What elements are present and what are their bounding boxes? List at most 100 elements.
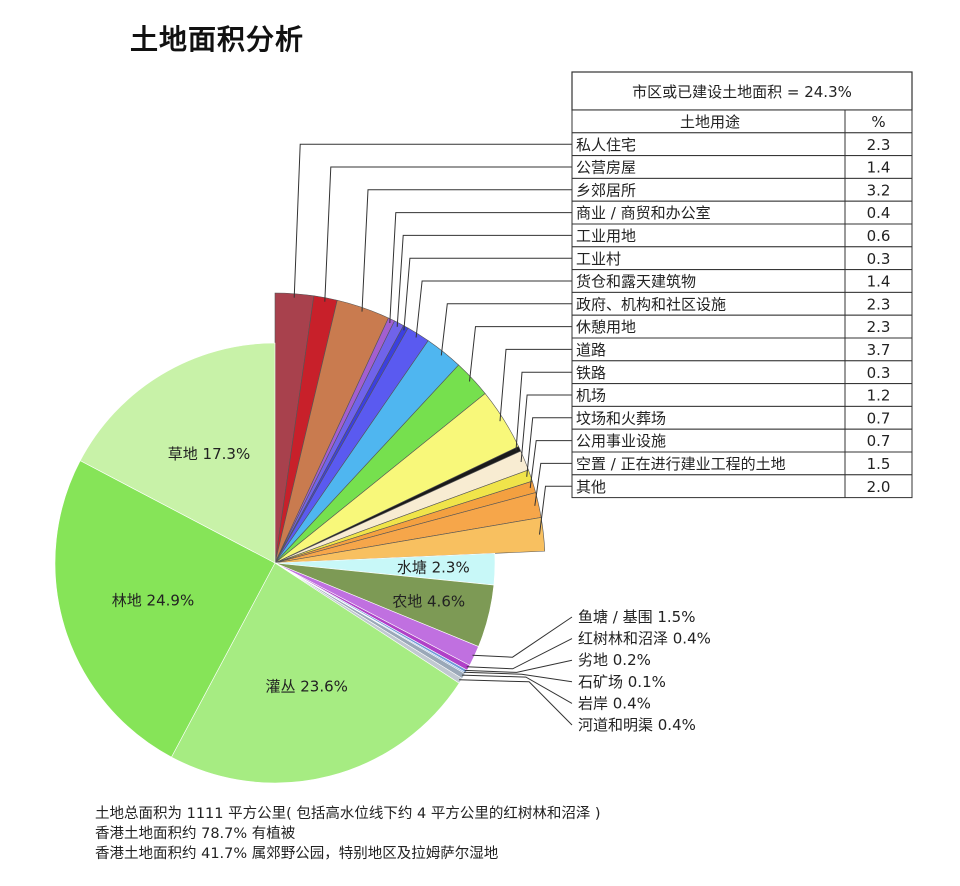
table-row-13: 坟场和火葬场 0.7 — [571, 405, 913, 430]
table-row-value: 0.7 — [867, 409, 891, 427]
note-country-park: 香港土地面积约 41.7% 属郊野公园，特别地区及拉姆萨尔湿地 — [95, 846, 499, 862]
small-slice-label-6: 河道和明渠 0.4% — [578, 716, 696, 734]
slice-label-main-1: 水塘 2.3% — [397, 559, 470, 577]
table-col-use: 土地用途 — [680, 113, 740, 131]
leader-line-16 — [539, 485, 572, 535]
table-row-value: 0.7 — [867, 432, 891, 450]
small-leader-2 — [466, 638, 573, 670]
leader-line-11 — [515, 371, 572, 451]
note-vegetation: 香港土地面积约 78.7% 有植被 — [95, 826, 296, 842]
table-row-5: 工业用地 0.6 — [571, 223, 913, 248]
small-slice-labels: 鱼塘 / 基围 1.5% 红树林和沼泽 0.4% 劣地 0.2% 石矿场 0.1% 岩岸… — [459, 608, 711, 734]
pie-slices — [54, 292, 546, 784]
table-row-2: 公营房屋 1.4 — [571, 155, 913, 179]
table-row-14: 公用事业设施 0.7 — [571, 428, 913, 453]
table-col-pct: % — [871, 113, 885, 131]
slice-labels: 水塘 2.3% 农地 4.6% 灌丛 23.6% 林地 24.9% 草地 17.3% — [112, 445, 470, 696]
table-col-header-row — [571, 109, 913, 134]
slice-veg-3 — [79, 342, 276, 564]
table-row-4: 商业 / 商贸和办公室 0.4 — [571, 200, 913, 225]
slice-label-veg-1: 灌丛 23.6% — [265, 678, 347, 696]
table-row-label: 铁路 — [576, 364, 606, 382]
table-row-label: 工业用地 — [576, 227, 636, 245]
leader-line-1 — [293, 143, 572, 298]
table-row-label: 乡郊居所 — [576, 181, 636, 199]
small-slice-label-1: 鱼塘 / 基围 1.5% — [578, 608, 695, 626]
note-total-area: 土地总面积为 1111 平方公里( 包括高水位线下约 4 平方公里的红树林和沼泽… — [95, 806, 601, 822]
table-row-value: 0.3 — [867, 364, 891, 382]
leader-line-10 — [499, 348, 572, 422]
table-header-title: 市区或已建设土地面积 = 24.3% — [632, 83, 852, 101]
leader-line-3 — [361, 189, 572, 312]
table-row-label: 工业村 — [576, 250, 621, 268]
table-row-label: 政府、机构和社区设施 — [576, 295, 726, 313]
table-row-value: 3.2 — [867, 181, 891, 199]
table-row-10: 道路 3.7 — [571, 337, 913, 362]
table-row-label: 公用事业设施 — [576, 432, 666, 450]
table-row-label: 商业 / 商贸和办公室 — [576, 204, 711, 222]
table-row-label: 私人住宅 — [576, 136, 636, 154]
table-row-12: 机场 1.2 — [571, 383, 913, 407]
table-row-value: 2.3 — [867, 136, 891, 154]
leader-line-15 — [534, 462, 572, 506]
table-row-15: 空置 / 正在进行建业工程的土地 1.5 — [571, 451, 913, 476]
leader-line-9 — [469, 326, 572, 382]
table-row-1: 私人住宅 2.3 — [571, 132, 913, 157]
table-row-3: 乡郊居所 3.2 — [571, 177, 913, 202]
table-row-value: 1.5 — [867, 455, 891, 473]
table-row-label: 道路 — [576, 341, 606, 359]
leader-line-12 — [520, 394, 572, 463]
small-leader-5 — [461, 674, 573, 704]
small-leader-6 — [459, 679, 573, 726]
table-row-16: 其他 2.0 — [571, 474, 913, 499]
small-slice-label-5: 岩岸 0.4% — [578, 694, 651, 712]
slice-label-veg-3: 草地 17.3% — [168, 445, 250, 463]
table-row-value: 2.0 — [867, 478, 891, 496]
small-leader-3 — [464, 659, 573, 673]
small-leader-4 — [463, 671, 573, 683]
leader-line-6 — [403, 257, 572, 331]
table-row-11: 铁路 0.3 — [571, 360, 913, 385]
page-title: 土地面积分析 — [130, 23, 305, 56]
leader-line-14 — [529, 440, 572, 489]
small-slice-label-3: 劣地 0.2% — [578, 651, 651, 669]
slice-veg-1 — [171, 562, 460, 784]
leader-line-2 — [324, 166, 572, 302]
slice-label-main-2: 农地 4.6% — [392, 592, 465, 610]
small-slice-label-2: 红树林和沼泽 0.4% — [578, 630, 711, 648]
table-row-label: 休憩用地 — [576, 318, 636, 336]
table-header-box — [571, 71, 913, 111]
table-row-value: 0.3 — [867, 250, 891, 268]
table-row-value: 0.4 — [867, 204, 891, 222]
table-row-9: 休憩用地 2.3 — [571, 314, 913, 339]
table-row-6: 工业村 0.3 — [571, 246, 913, 271]
table-row-label: 货仓和露天建筑物 — [576, 273, 696, 291]
slice-16 — [274, 517, 546, 564]
leader-lines — [293, 143, 572, 535]
leader-line-8 — [440, 303, 572, 356]
table-row-value: 2.3 — [867, 318, 891, 336]
small-slice-label-4: 石矿场 0.1% — [578, 673, 666, 691]
slice-veg-2 — [54, 460, 276, 758]
table-row-label: 公营房屋 — [576, 159, 636, 177]
table-row-value: 1.4 — [867, 159, 891, 177]
slice-label-veg-2: 林地 24.9% — [112, 592, 194, 610]
table-row-value: 3.7 — [867, 341, 891, 359]
table-row-label: 空置 / 正在进行建业工程的土地 — [576, 455, 786, 473]
table-row-value: 2.3 — [867, 295, 891, 313]
table-row-value: 1.2 — [867, 387, 891, 405]
leader-line-5 — [396, 234, 572, 327]
table-row-label: 其他 — [576, 478, 606, 496]
table-row-8: 政府、机构和社区设施 2.3 — [571, 291, 913, 316]
leader-line-13 — [526, 417, 572, 477]
leader-line-4 — [389, 212, 572, 324]
leader-line-7 — [415, 280, 572, 338]
small-leader-1 — [472, 616, 573, 658]
table-row-value: 0.6 — [867, 227, 891, 245]
footnotes: 土地总面积为 1111 平方公里( 包括高水位线下约 4 平方公里的红树林和沼泽… — [95, 804, 601, 864]
table-row-label: 坟场和火葬场 — [576, 409, 666, 427]
table-row-value: 1.4 — [867, 273, 891, 291]
table-row-7: 货仓和露天建筑物 1.4 — [571, 269, 913, 293]
